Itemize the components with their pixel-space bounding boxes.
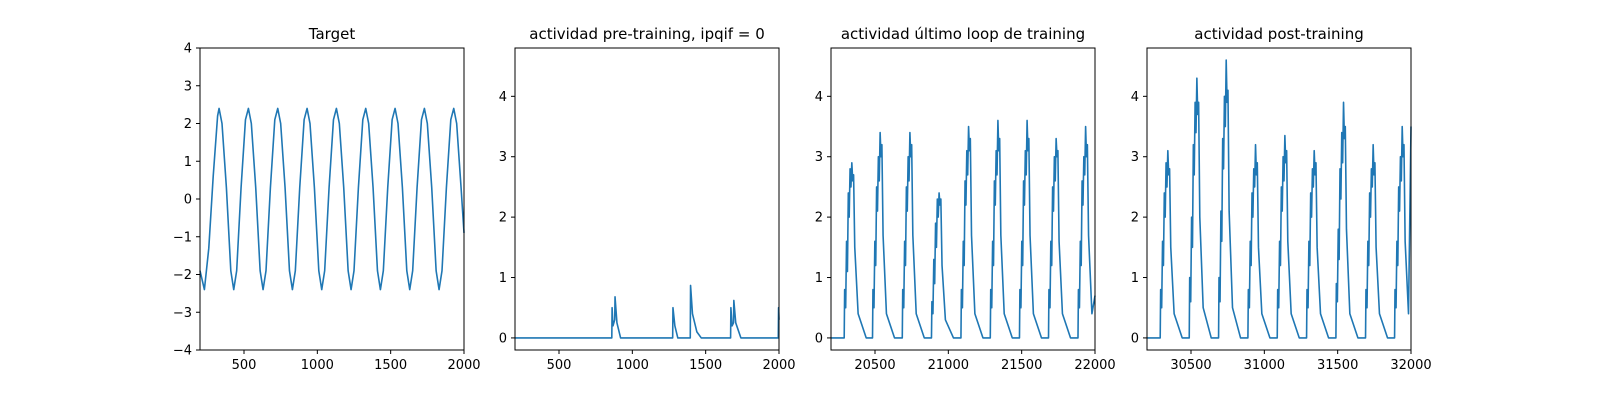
- panel-title: actividad pre-training, ipqif = 0: [529, 25, 765, 43]
- x-tick-label: 21000: [928, 358, 969, 373]
- x-tick-label: 1500: [689, 358, 722, 373]
- axes-frame: [830, 47, 1096, 351]
- x-tick-label: 500: [547, 358, 572, 373]
- x-tick-label: 20500: [854, 358, 895, 373]
- y-tick-label: 0: [184, 193, 192, 208]
- panel-title: actividad post-training: [1194, 25, 1363, 43]
- x-tick-label: 30500: [1170, 358, 1211, 373]
- x-tick-label: 2000: [447, 358, 480, 373]
- y-tick-label: 4: [184, 42, 192, 57]
- panel-title: Target: [308, 25, 356, 43]
- y-tick-label: −3: [173, 306, 192, 321]
- x-tick-label: 31500: [1317, 358, 1358, 373]
- y-tick-label: 3: [815, 150, 823, 165]
- y-tick-label: 2: [1131, 211, 1139, 226]
- axes-frame: [1146, 47, 1412, 351]
- y-tick-label: 2: [184, 117, 192, 132]
- y-tick-label: −1: [173, 230, 192, 245]
- y-tick-label: 4: [1131, 90, 1139, 105]
- data-line: [515, 284, 780, 339]
- x-tick-label: 500: [232, 358, 257, 373]
- x-tick-label: 1000: [616, 358, 649, 373]
- y-tick-label: 3: [184, 79, 192, 94]
- y-tick-label: 1: [499, 271, 507, 286]
- data-line: [1147, 59, 1412, 339]
- y-tick-label: 2: [499, 211, 507, 226]
- panel-last-training-loop: 20500 21000 21500 22000 0 1 2 3 4 actividad últim…: [815, 25, 1116, 373]
- data-line: [199, 107, 465, 291]
- data-line: [831, 119, 1096, 339]
- panel-post-training: 30500 31000 31500 32000 0 1 2 3 4 actividad post-…: [1131, 25, 1432, 373]
- x-tick-label: 2000: [762, 358, 795, 373]
- y-tick-label: −2: [173, 268, 192, 283]
- axes-frame: [514, 47, 780, 351]
- panel-target: 500 1000 1500 2000 −4 −3 −2 −1 0 1 2 3 4 Target: [173, 25, 481, 373]
- y-tick-label: 4: [499, 90, 507, 105]
- axes-frame: [199, 47, 465, 351]
- y-tick-label: 0: [1131, 331, 1139, 346]
- y-tick-label: 0: [815, 331, 823, 346]
- panel-pre-training: 500 1000 1500 2000 0 1 2 3 4 actividad pre-traini…: [499, 25, 796, 373]
- y-tick-label: 3: [499, 150, 507, 165]
- y-tick-label: 1: [184, 155, 192, 170]
- x-tick-label: 1500: [374, 358, 407, 373]
- y-tick-label: 1: [1131, 271, 1139, 286]
- y-tick-label: 0: [499, 331, 507, 346]
- x-tick-label: 31000: [1244, 358, 1285, 373]
- x-tick-label: 22000: [1074, 358, 1115, 373]
- y-tick-label: 3: [1131, 150, 1139, 165]
- x-tick-label: 32000: [1390, 358, 1431, 373]
- y-tick-label: 1: [815, 271, 823, 286]
- y-tick-label: 2: [815, 211, 823, 226]
- x-tick-label: 21500: [1001, 358, 1042, 373]
- x-tick-label: 1000: [301, 358, 334, 373]
- y-tick-label: −4: [173, 344, 192, 359]
- panel-title: actividad último loop de training: [841, 25, 1085, 43]
- y-tick-label: 4: [815, 90, 823, 105]
